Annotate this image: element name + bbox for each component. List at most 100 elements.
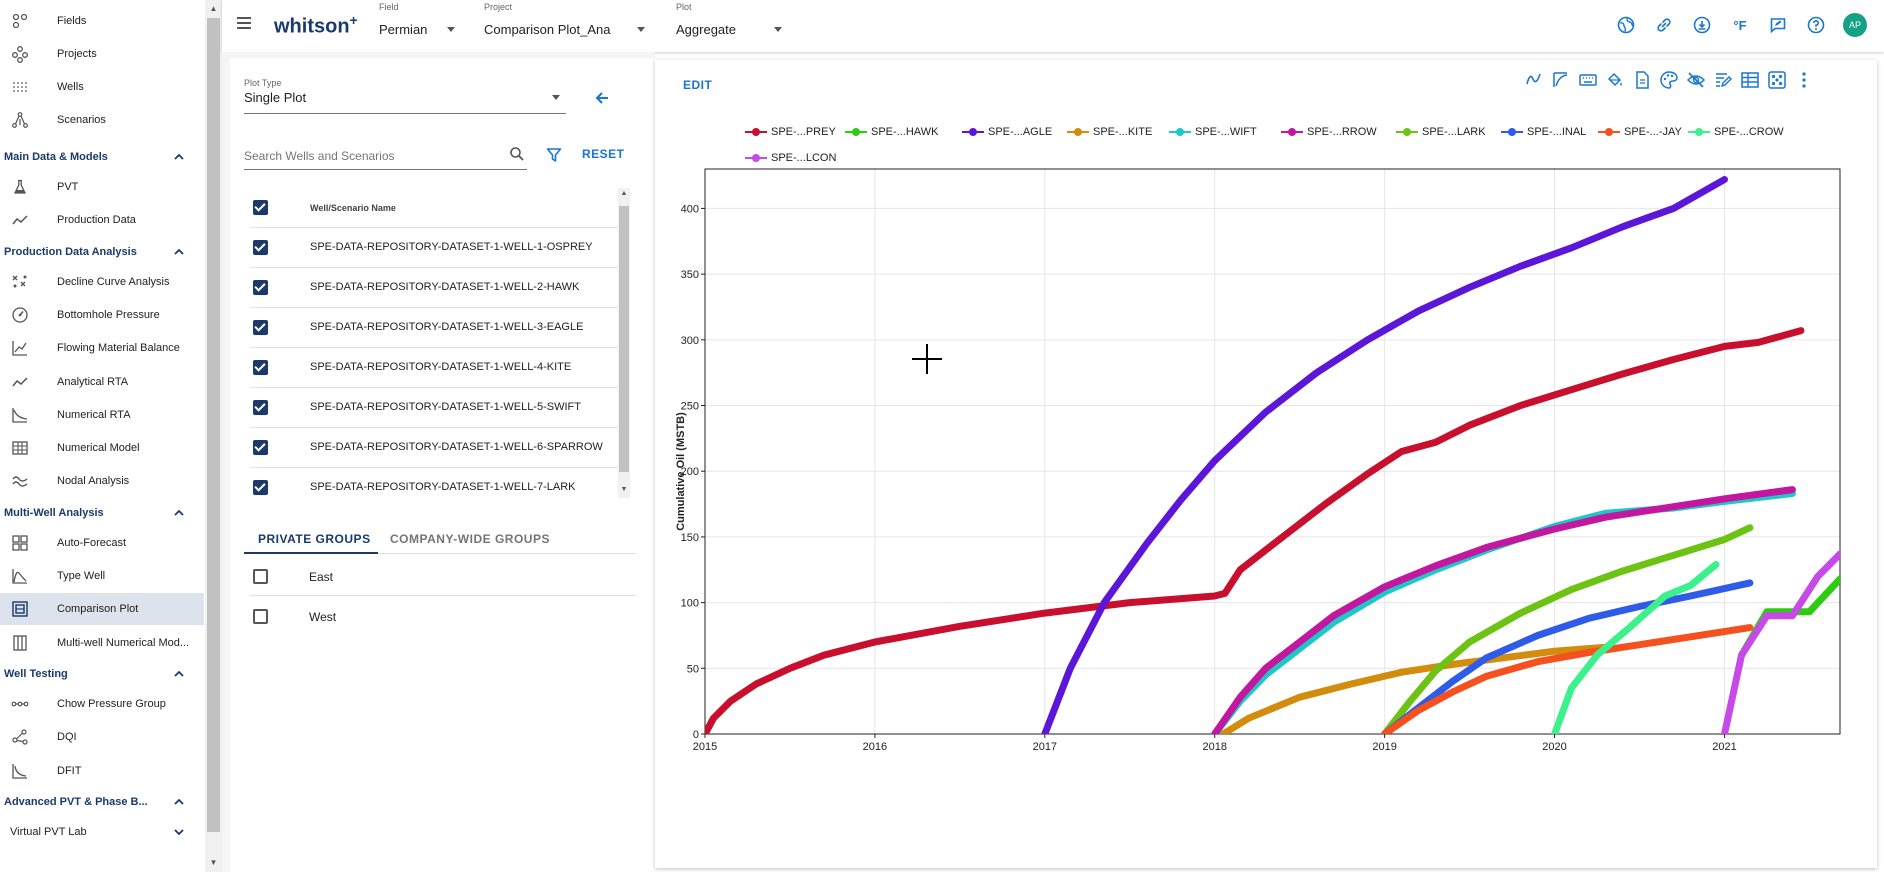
sidebar-item-nodal-analysis[interactable]: Nodal Analysis	[0, 465, 204, 497]
link-icon[interactable]	[1653, 14, 1675, 36]
series-line[interactable]	[705, 327, 1805, 734]
search-field[interactable]	[244, 142, 527, 170]
scroll-down-icon[interactable]: ▼	[209, 858, 218, 867]
sidebar-item-type-well[interactable]: Type Well	[0, 560, 204, 592]
axis-icon[interactable]	[1551, 70, 1571, 90]
tab-company-wide-groups[interactable]: COMPANY-WIDE GROUPS	[378, 518, 558, 554]
table-icon[interactable]	[1740, 70, 1760, 90]
temperature-unit-icon[interactable]: °F	[1733, 17, 1747, 33]
paint-bucket-icon[interactable]	[1605, 70, 1625, 90]
chevron-up-icon[interactable]	[172, 506, 186, 520]
legend-item[interactable]: SPE-...CROW	[1688, 124, 1784, 140]
table-row[interactable]: SPE-DATA-REPOSITORY-DATASET-1-WELL-1-OSP…	[250, 228, 622, 268]
group-row-west[interactable]: West	[250, 596, 636, 636]
chart-plot[interactable]: 0 50 100 150 200 250 300 350 400 2015 2016 2017 2018…	[655, 110, 1877, 870]
more-vert-icon[interactable]	[1794, 70, 1814, 90]
group-row-east[interactable]: East	[250, 556, 636, 596]
chevron-up-icon[interactable]	[172, 795, 186, 809]
sidebar-item-auto-forecast[interactable]: Auto-Forecast	[0, 527, 204, 559]
project-select[interactable]: Project Comparison Plot_Ana	[484, 0, 664, 52]
search-input[interactable]	[244, 146, 494, 166]
reset-button[interactable]: RESET	[582, 147, 625, 161]
back-arrow-icon[interactable]	[592, 88, 612, 108]
sidebar-item-production-data[interactable]: Production Data	[0, 204, 204, 236]
globe-icon[interactable]	[1615, 14, 1637, 36]
avatar[interactable]: AP	[1843, 13, 1867, 37]
plot-select[interactable]: Plot Aggregate	[676, 0, 796, 52]
group-checkbox-west[interactable]	[253, 609, 268, 624]
sidebar-item-decline-curve-analysis[interactable]: Decline Curve Analysis	[0, 266, 204, 298]
sidebar-item-multi-well-numerical-mod[interactable]: Multi-well Numerical Mod...	[0, 627, 204, 659]
legend-item[interactable]: SPE-...WIFT	[1169, 124, 1257, 140]
legend-item[interactable]: SPE-...-JAY	[1598, 124, 1682, 140]
table-row[interactable]: SPE-DATA-REPOSITORY-DATASET-1-WELL-3-EAG…	[250, 308, 622, 348]
legend-item[interactable]: SPE-...LARK	[1396, 124, 1486, 140]
row-checkbox[interactable]	[253, 280, 268, 295]
plot-type-select[interactable]: Plot Type Single Plot	[244, 78, 566, 114]
legend-item[interactable]: SPE-...KITE	[1067, 124, 1152, 140]
document-icon[interactable]	[1632, 70, 1652, 90]
legend-item[interactable]: SPE-...LCON	[745, 150, 836, 166]
scatter-plot-icon[interactable]	[1767, 70, 1787, 90]
row-checkbox[interactable]	[253, 480, 268, 495]
sidebar-item-pvt[interactable]: PVT	[0, 171, 204, 203]
sidebar-section-multi-well-analysis[interactable]: Multi-Well Analysis	[0, 501, 204, 525]
series-line[interactable]	[1211, 486, 1796, 734]
series-line[interactable]	[1041, 176, 1728, 735]
scroll-down-icon[interactable]: ▼	[620, 486, 628, 493]
menu-icon[interactable]	[237, 16, 253, 30]
palette-icon[interactable]	[1659, 70, 1679, 90]
sidebar-item-projects[interactable]: Projects	[0, 38, 204, 70]
sidebar-section-main-data-models[interactable]: Main Data & Models	[0, 145, 204, 169]
sidebar-item-fields[interactable]: Fields	[0, 5, 204, 37]
row-checkbox[interactable]	[253, 360, 268, 375]
table-row[interactable]: SPE-DATA-REPOSITORY-DATASET-1-WELL-2-HAW…	[250, 268, 622, 308]
sidebar-item-virtual-pvt-lab[interactable]: Virtual PVT Lab	[0, 816, 204, 848]
scroll-up-icon[interactable]: ▲	[620, 190, 628, 197]
select-all-checkbox[interactable]	[253, 200, 268, 215]
row-checkbox[interactable]	[253, 440, 268, 455]
sidebar-item-comparison-plot[interactable]: Comparison Plot	[0, 593, 204, 626]
chevron-down-icon[interactable]	[172, 825, 186, 839]
sidebar-scrollbar-thumb[interactable]	[207, 18, 220, 832]
series-line[interactable]	[1381, 524, 1754, 734]
chevron-up-icon[interactable]	[172, 150, 186, 164]
table-row[interactable]: SPE-DATA-REPOSITORY-DATASET-1-WELL-4-KIT…	[250, 348, 622, 388]
table-scrollbar-thumb[interactable]	[619, 206, 629, 472]
legend-item[interactable]: SPE-...INAL	[1501, 124, 1586, 140]
legend-item[interactable]: SPE-...PREY	[745, 124, 836, 140]
feedback-icon[interactable]	[1767, 14, 1789, 36]
search-icon[interactable]	[509, 146, 525, 162]
filter-icon[interactable]	[545, 146, 563, 164]
tab-private-groups[interactable]: PRIVATE GROUPS	[244, 518, 378, 554]
row-checkbox[interactable]	[253, 320, 268, 335]
logo[interactable]: whitson+	[274, 12, 358, 39]
group-checkbox-east[interactable]	[253, 569, 268, 584]
series-line[interactable]	[1381, 579, 1754, 734]
table-row[interactable]: SPE-DATA-REPOSITORY-DATASET-1-WELL-6-SPA…	[250, 428, 622, 468]
spline-icon[interactable]	[1524, 70, 1544, 90]
chevron-up-icon[interactable]	[172, 667, 186, 681]
sidebar-item-numerical-model[interactable]: Numerical Model	[0, 432, 204, 464]
legend-item[interactable]: SPE-...RROW	[1281, 124, 1377, 140]
legend-item[interactable]: SPE-...HAWK	[845, 124, 938, 140]
help-icon[interactable]	[1805, 14, 1827, 36]
series-line[interactable]	[1219, 643, 1609, 734]
sidebar-item-dfit[interactable]: DFIT	[0, 755, 204, 787]
row-checkbox[interactable]	[253, 400, 268, 415]
sidebar-item-analytical-rta[interactable]: Analytical RTA	[0, 366, 204, 398]
sidebar-item-flowing-material-balance[interactable]: Flowing Material Balance	[0, 332, 204, 364]
row-checkbox[interactable]	[253, 240, 268, 255]
sidebar-section-well-testing[interactable]: Well Testing	[0, 662, 204, 686]
sidebar-item-scenarios[interactable]: Scenarios	[0, 104, 204, 136]
series-line[interactable]	[1551, 561, 1720, 735]
sidebar-item-numerical-rta[interactable]: Numerical RTA	[0, 399, 204, 431]
table-row[interactable]: SPE-DATA-REPOSITORY-DATASET-1-WELL-5-SWI…	[250, 388, 622, 428]
field-select[interactable]: Field Permian	[379, 0, 479, 52]
edit-note-icon[interactable]	[1713, 70, 1733, 90]
sidebar-item-chow-pressure-group[interactable]: Chow Pressure Group	[0, 688, 204, 720]
sidebar-section-advanced-pvt-phase-b[interactable]: Advanced PVT & Phase B...	[0, 790, 204, 814]
sidebar-item-wells[interactable]: Wells	[0, 71, 204, 103]
download-icon[interactable]	[1691, 14, 1713, 36]
scroll-up-icon[interactable]: ▲	[209, 4, 218, 13]
